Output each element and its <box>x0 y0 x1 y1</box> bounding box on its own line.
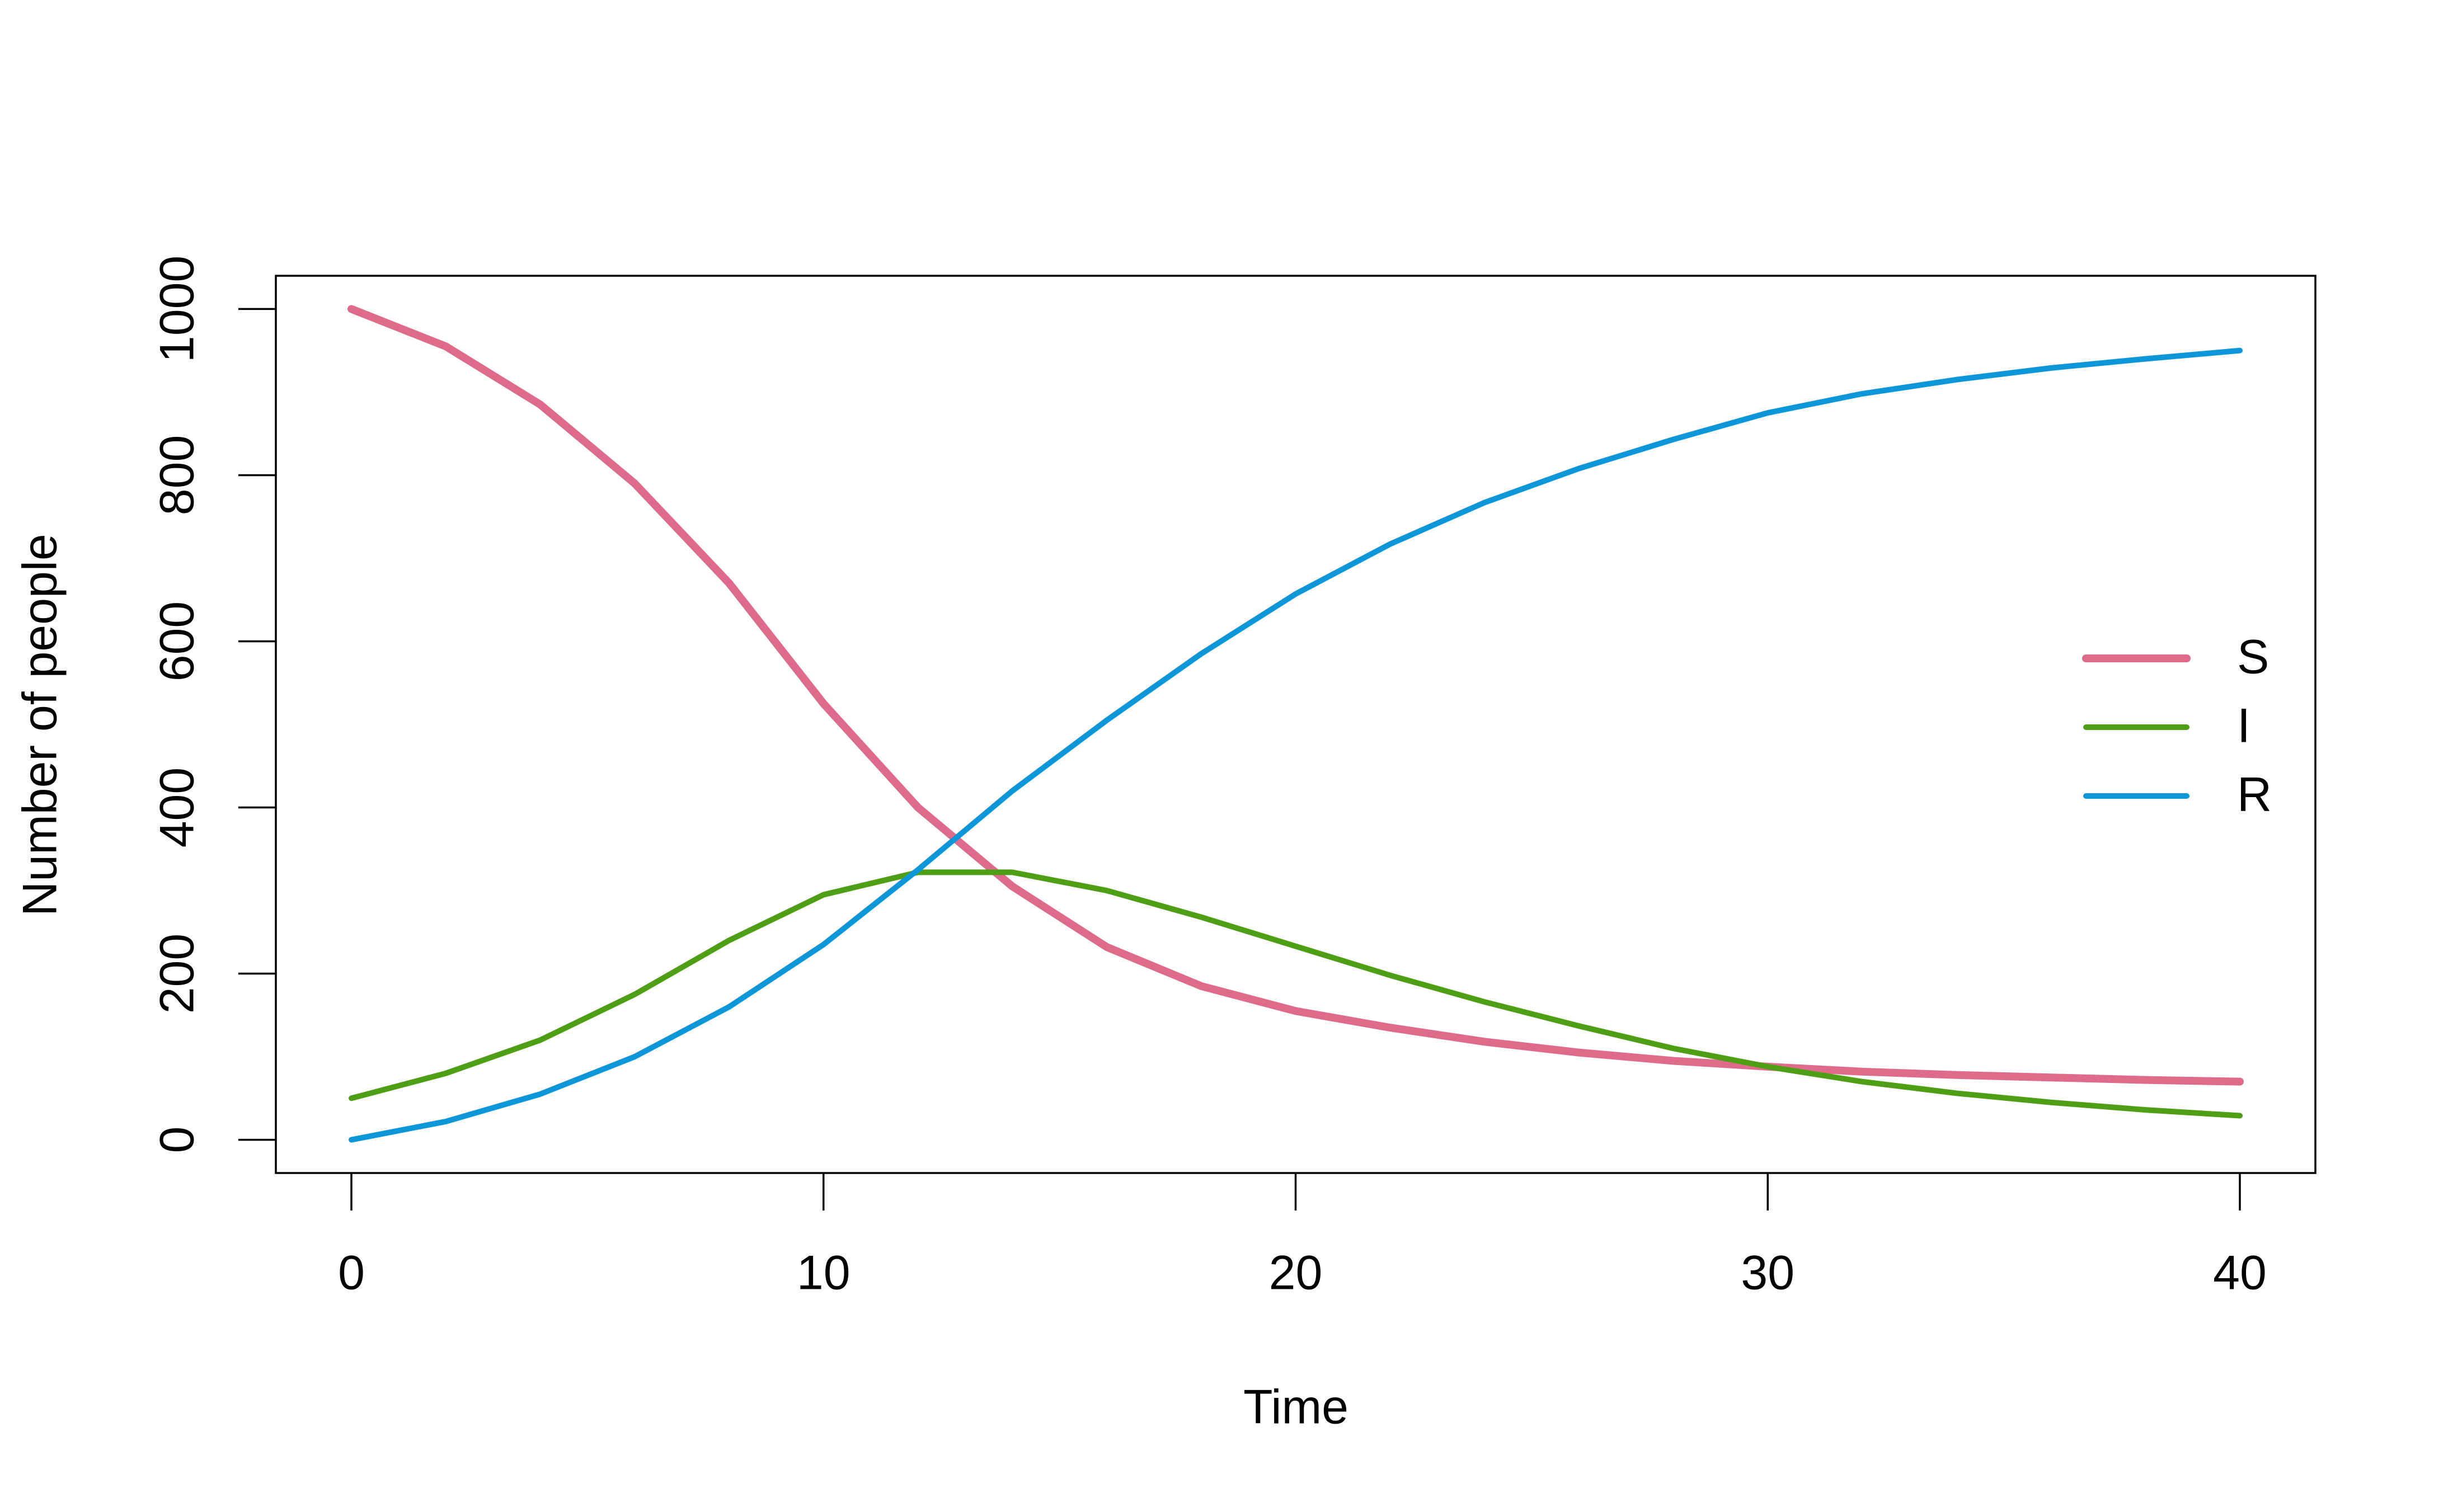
x-tick-label: 40 <box>2213 1246 2267 1300</box>
legend-label: R <box>2237 768 2272 822</box>
y-tick-label: 800 <box>151 435 204 516</box>
line-series <box>349 347 2243 1143</box>
y-tick-label: 400 <box>151 767 204 848</box>
y-tick-label: 1000 <box>151 256 204 362</box>
x-axis-title: Time <box>1243 1381 1348 1434</box>
x-tick-label: 10 <box>797 1246 851 1300</box>
line-series <box>347 305 2244 1086</box>
legend-label: S <box>2237 630 2269 684</box>
plot-frame <box>275 275 2317 1174</box>
y-tick-label: 200 <box>151 934 204 1014</box>
legend-label: I <box>2237 699 2250 753</box>
x-tick-label: 20 <box>1269 1246 1323 1300</box>
y-axis-title: Number of people <box>13 534 67 916</box>
y-tick-label: 600 <box>151 601 204 682</box>
y-tick-label: 0 <box>151 1127 204 1153</box>
line-series <box>349 869 2243 1119</box>
x-tick-label: 0 <box>338 1246 365 1300</box>
x-tick-label: 30 <box>1741 1246 1794 1300</box>
